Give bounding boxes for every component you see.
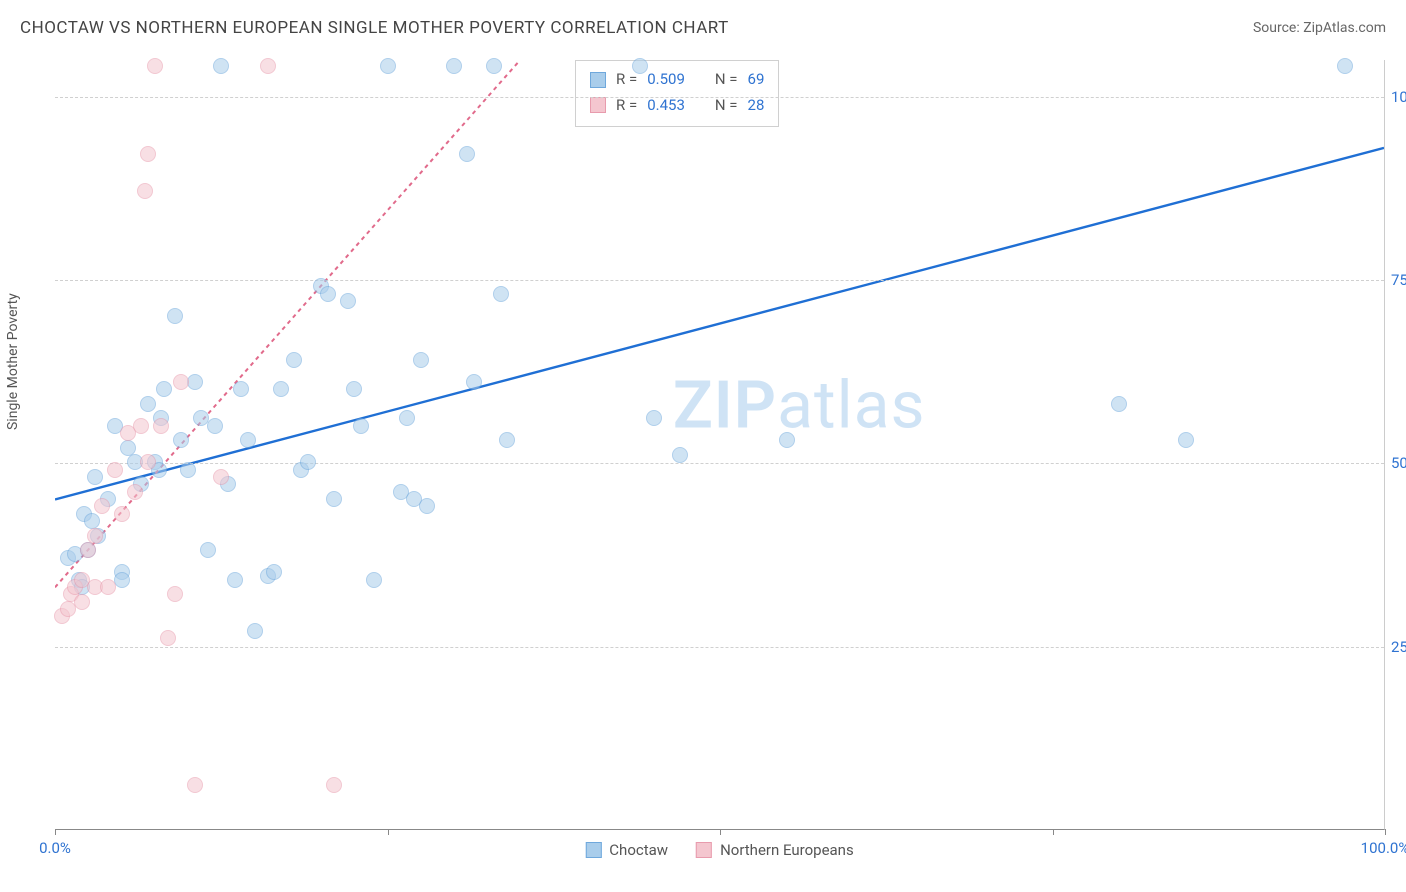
data-point (87, 469, 103, 485)
data-point (240, 432, 256, 448)
data-point (413, 352, 429, 368)
legend-item: Choctaw (585, 841, 668, 859)
data-point (140, 454, 156, 470)
gridline (55, 463, 1384, 464)
data-point (140, 146, 156, 162)
data-point (173, 374, 189, 390)
chart-header: CHOCTAW VS NORTHERN EUROPEAN SINGLE MOTH… (20, 18, 1386, 38)
data-point (187, 777, 203, 793)
data-point (779, 432, 795, 448)
data-point (137, 183, 153, 199)
stats-row: R =0.509N =69 (590, 67, 764, 93)
data-point (153, 418, 169, 434)
data-point (326, 491, 342, 507)
data-point (233, 381, 249, 397)
data-point (300, 454, 316, 470)
data-point (493, 286, 509, 302)
data-point (227, 572, 243, 588)
data-point (672, 447, 688, 463)
data-point (1337, 58, 1353, 74)
data-point (266, 564, 282, 580)
x-tick (1385, 829, 1386, 835)
gridline (55, 97, 1384, 98)
data-point (207, 418, 223, 434)
y-tick-label: 75.0% (1391, 271, 1406, 289)
data-point (399, 410, 415, 426)
x-tick (1053, 829, 1054, 835)
data-point (173, 432, 189, 448)
stat-n-value: 69 (748, 67, 765, 93)
data-point (646, 410, 662, 426)
stat-r-value: 0.509 (647, 67, 685, 93)
data-point (74, 594, 90, 610)
x-tick (388, 829, 389, 835)
data-point (353, 418, 369, 434)
data-point (1111, 396, 1127, 412)
y-tick-label: 50.0% (1391, 454, 1406, 472)
data-point (273, 381, 289, 397)
legend-swatch (696, 842, 712, 858)
data-point (180, 462, 196, 478)
legend-label: Choctaw (609, 841, 668, 859)
data-point (346, 381, 362, 397)
x-tick-label: 100.0% (1361, 839, 1406, 857)
data-point (167, 586, 183, 602)
data-point (100, 579, 116, 595)
data-point (147, 58, 163, 74)
data-point (120, 440, 136, 456)
y-axis-label: Single Mother Poverty (5, 293, 21, 430)
scatter-plot: ZIPatlas R =0.509N =69R =0.453N =28 Choc… (55, 60, 1385, 830)
y-tick-label: 25.0% (1391, 638, 1406, 656)
data-point (87, 528, 103, 544)
data-point (84, 513, 100, 529)
data-point (286, 352, 302, 368)
data-point (446, 58, 462, 74)
data-point (380, 58, 396, 74)
data-point (94, 498, 110, 514)
data-point (466, 374, 482, 390)
data-point (499, 432, 515, 448)
watermark: ZIPatlas (673, 368, 926, 445)
data-point (247, 623, 263, 639)
data-point (114, 506, 130, 522)
data-point (167, 308, 183, 324)
legend-bottom: Choctaw Northern Europeans (585, 841, 853, 859)
data-point (213, 469, 229, 485)
data-point (366, 572, 382, 588)
legend-swatch (585, 842, 601, 858)
data-point (80, 542, 96, 558)
data-point (107, 462, 123, 478)
chart-title: CHOCTAW VS NORTHERN EUROPEAN SINGLE MOTH… (20, 18, 729, 38)
data-point (459, 146, 475, 162)
correlation-stats-box: R =0.509N =69R =0.453N =28 (575, 60, 779, 127)
data-point (160, 630, 176, 646)
data-point (320, 286, 336, 302)
gridline (55, 647, 1384, 648)
data-point (419, 498, 435, 514)
data-point (486, 58, 502, 74)
gridline (55, 280, 1384, 281)
stat-n-label: N = (715, 67, 738, 93)
data-point (326, 777, 342, 793)
legend-label: Northern Europeans (720, 841, 854, 859)
data-point (200, 542, 216, 558)
data-point (156, 381, 172, 397)
data-point (260, 58, 276, 74)
legend-swatch (590, 97, 606, 113)
x-tick (55, 829, 56, 835)
legend-swatch (590, 72, 606, 88)
data-point (1178, 432, 1194, 448)
data-point (213, 58, 229, 74)
data-point (133, 418, 149, 434)
legend-item: Northern Europeans (696, 841, 854, 859)
x-tick (720, 829, 721, 835)
data-point (340, 293, 356, 309)
data-point (632, 58, 648, 74)
source-attribution: Source: ZipAtlas.com (1253, 20, 1386, 36)
x-tick-label: 0.0% (39, 839, 71, 857)
data-point (127, 484, 143, 500)
data-point (140, 396, 156, 412)
y-tick-label: 100.0% (1391, 88, 1406, 106)
